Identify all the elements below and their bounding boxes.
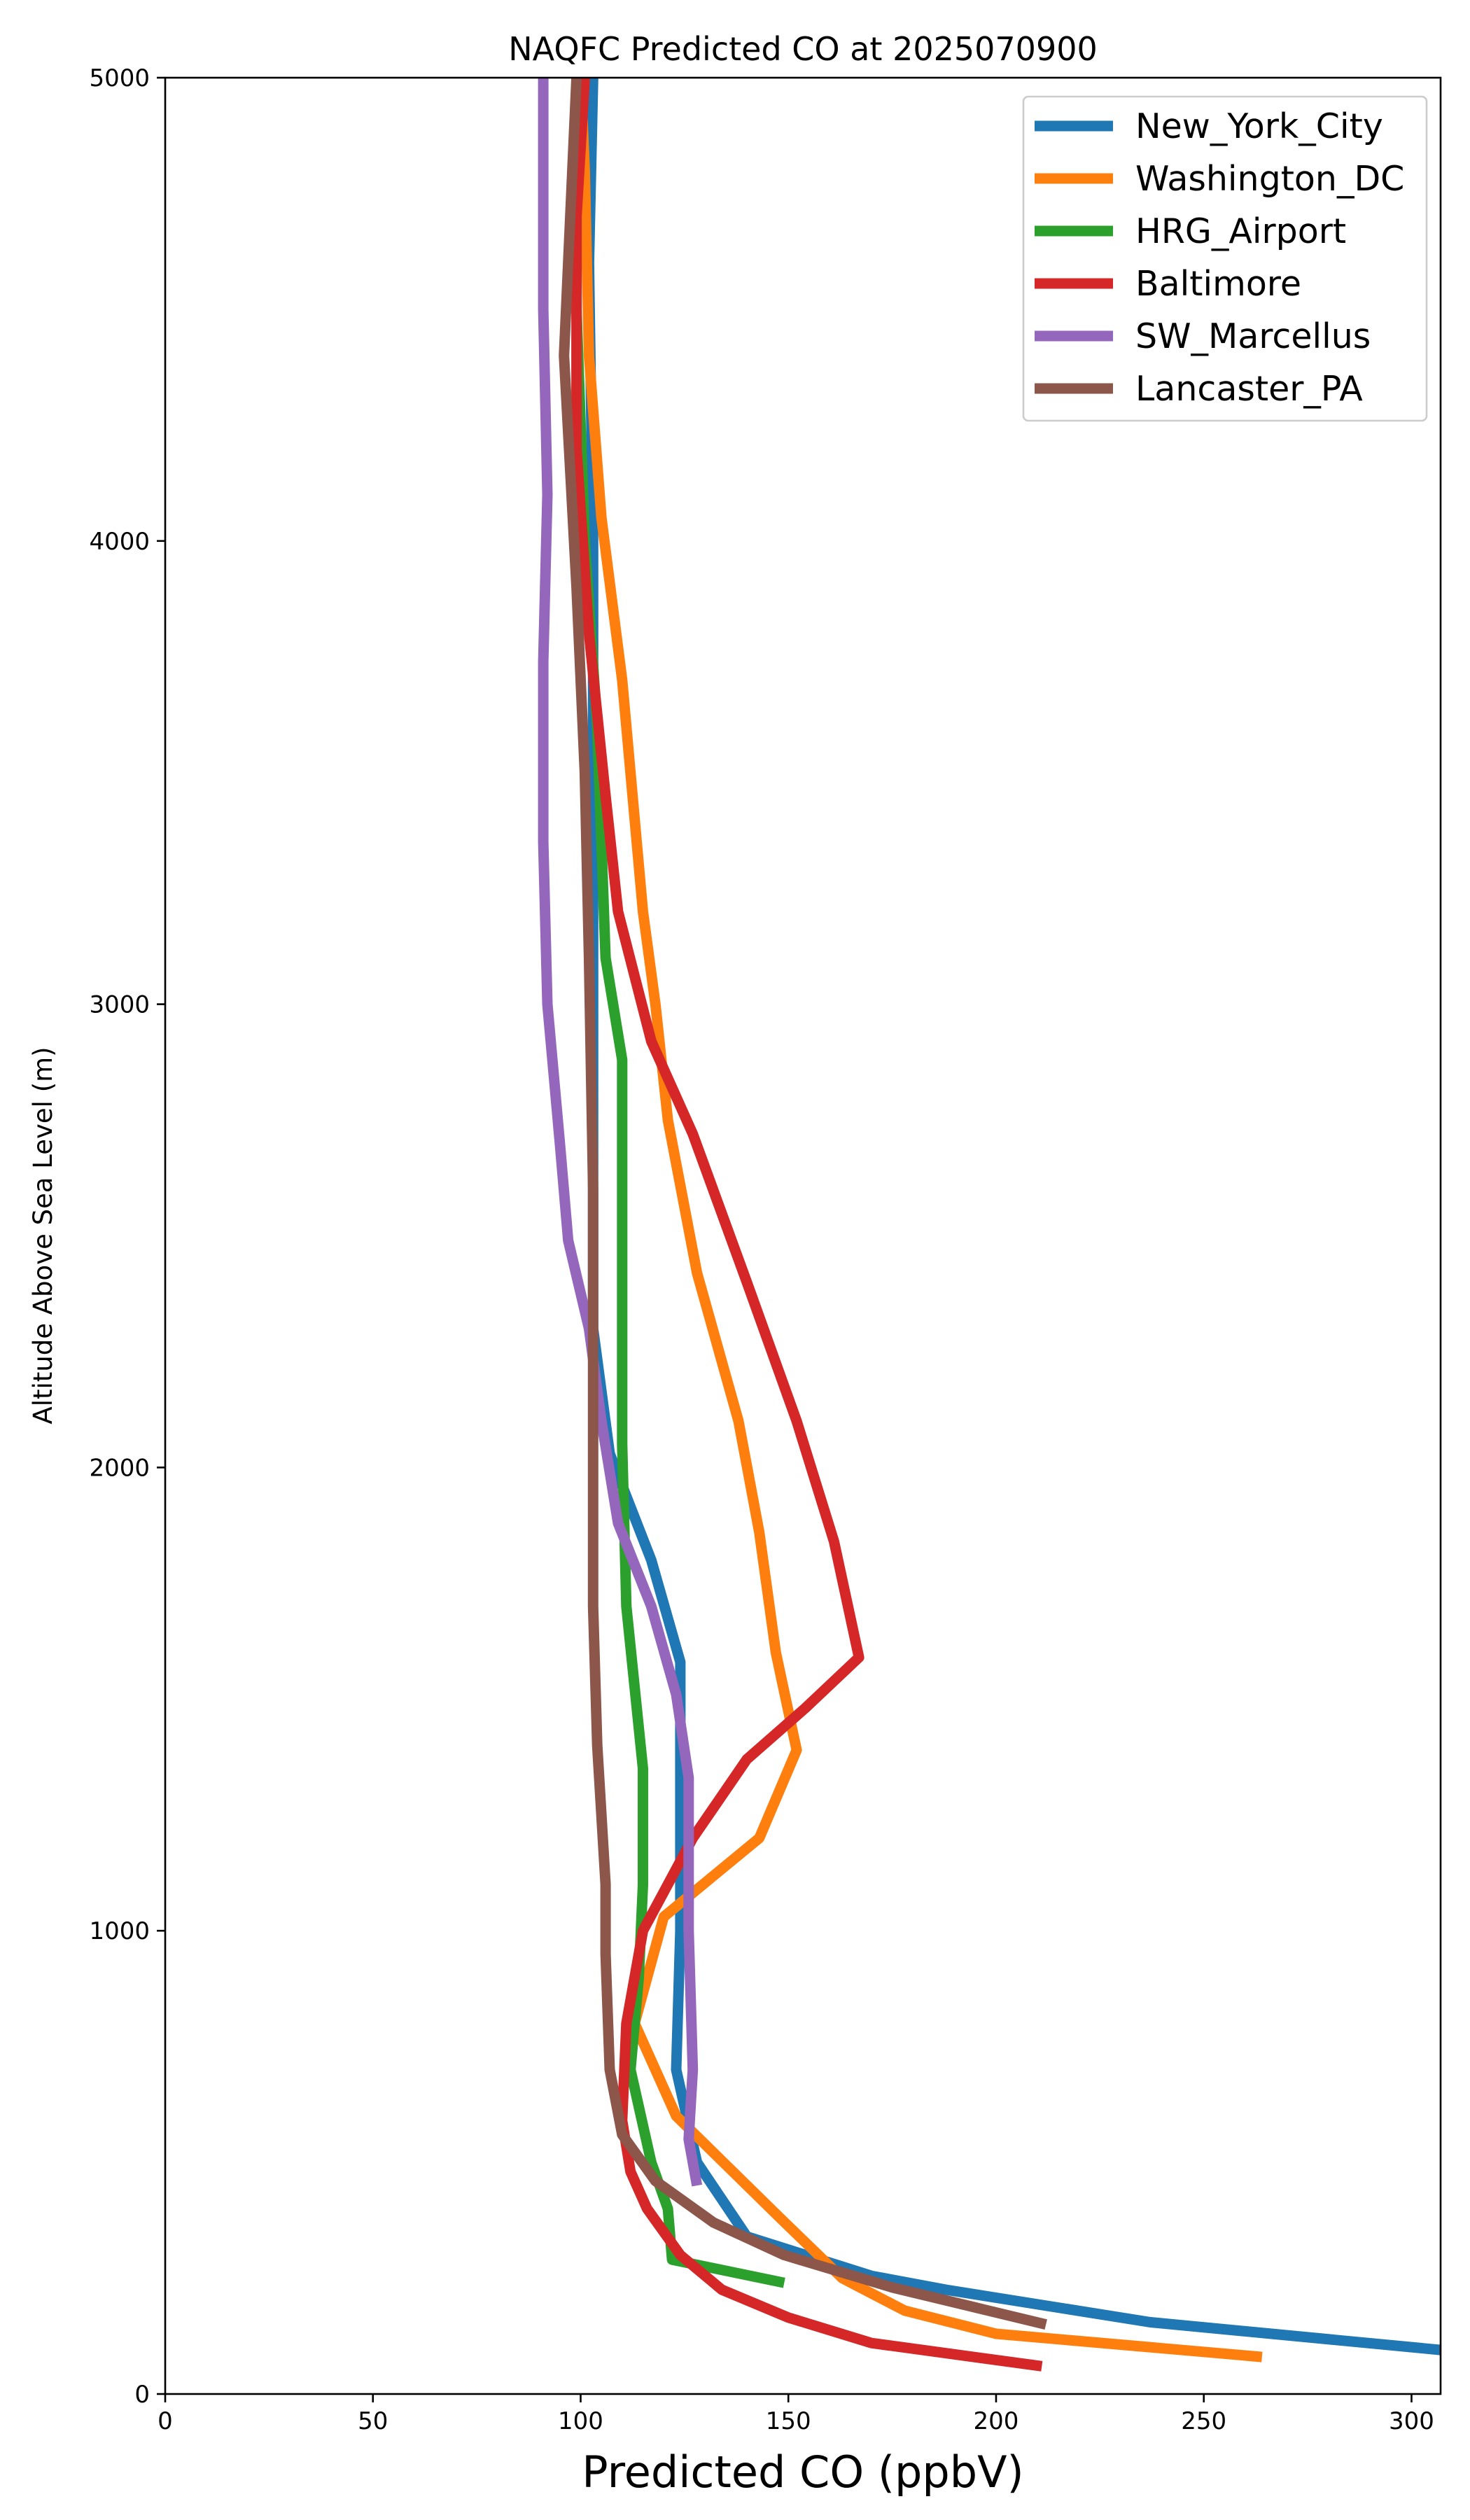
y-axis-label: Altitude Above Sea Level (m) (28, 1046, 58, 1424)
chart-title: NAQFC Predicted CO at 2025070900 (508, 30, 1098, 68)
series-line-washington-dc (575, 77, 1263, 2362)
legend-label-sw-marcellus: SW_Marcellus (1135, 316, 1371, 356)
plot-area (165, 78, 1441, 2394)
y-axis: 0 1000 2000 3000 4000 5000 (89, 64, 165, 2409)
x-tick-label: 300 (1389, 2407, 1434, 2435)
y-tick-label: 5000 (89, 64, 150, 92)
x-axis-label: Predicted CO (ppbV) (582, 2446, 1023, 2498)
x-tick-label: 200 (974, 2407, 1019, 2435)
plot-frame (164, 76, 1442, 2395)
series-layer (538, 77, 1441, 2372)
legend-label-lancaster-pa: Lancaster_PA (1135, 369, 1363, 409)
legend-label-hrg-airport: HRG_Airport (1135, 211, 1346, 251)
legend: New_York_City Washington_DC HRG_Airport Bal… (1022, 95, 1428, 422)
x-axis: 0 50 100 150 200 250 300 (158, 2394, 1434, 2435)
legend-label-new-york-city: New_York_City (1135, 106, 1383, 146)
x-tick-label: 0 (158, 2407, 173, 2435)
y-tick-label: 4000 (89, 528, 150, 556)
x-tick-label: 100 (558, 2407, 603, 2435)
y-tick-label: 3000 (89, 991, 150, 1019)
y-tick-label: 1000 (89, 1917, 150, 1945)
x-tick-label: 250 (1181, 2407, 1226, 2435)
legend-label-baltimore: Baltimore (1135, 264, 1301, 304)
series-line-baltimore (571, 77, 1043, 2372)
series-line-lancaster-pa (559, 77, 1047, 2330)
x-tick-label: 50 (358, 2407, 388, 2435)
y-tick-label: 2000 (89, 1454, 150, 1482)
series-line-new-york-city (583, 77, 1441, 2356)
y-tick-label: 0 (134, 2381, 150, 2409)
legend-frame (1022, 95, 1428, 422)
x-tick-label: 150 (766, 2407, 811, 2435)
legend-label-washington-dc: Washington_DC (1135, 159, 1404, 199)
